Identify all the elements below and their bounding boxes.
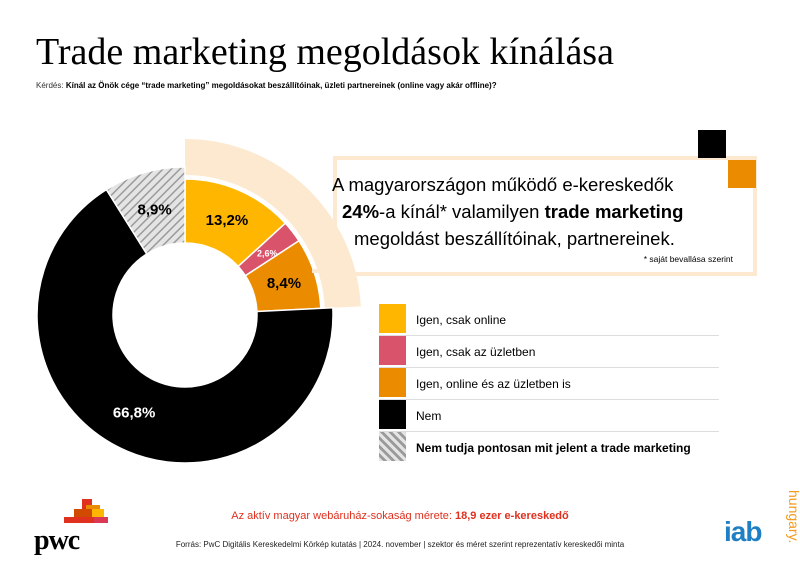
- iab-logo: iab hungary.: [720, 490, 800, 556]
- legend-label: Igen, csak online: [416, 313, 507, 327]
- population-note-text: Az aktív magyar webáruház-sokaság mérete…: [231, 510, 455, 522]
- legend-swatch: [379, 304, 406, 333]
- legend-item: Nem tudja pontosan mit jelent a trade ma…: [379, 432, 719, 463]
- slice-data-label: 8,4%: [267, 275, 301, 292]
- legend-label: Nem: [416, 409, 442, 423]
- legend-item: Igen, csak az üzletben: [379, 336, 719, 368]
- population-note-value: 18,9 ezer e-kereskedő: [455, 510, 569, 522]
- callout-line-1: A magyarországon működő e-kereskedők: [332, 174, 674, 195]
- legend-swatch: [379, 400, 406, 429]
- callout-trade-marketing: trade marketing: [544, 201, 684, 222]
- source-line: Forrás: PwC Digitális Kereskedelmi Körké…: [175, 540, 625, 549]
- highlight-band: [185, 139, 361, 309]
- iab-wordmark: iab: [724, 516, 762, 547]
- callout-line-3: megoldást beszállítóinak, partnereinek.: [354, 228, 675, 249]
- callout-box: A magyarországon működő e-kereskedők 24%…: [330, 160, 735, 270]
- corner-square-black: [698, 130, 726, 158]
- slice-data-label: 66,8%: [113, 405, 156, 422]
- legend-label: Igen, online és az üzletben is: [416, 377, 571, 391]
- callout-line-2-mid: -a kínál* valamilyen: [379, 201, 545, 222]
- donut-slice: [36, 188, 334, 464]
- legend-label: Igen, csak az üzletben: [416, 345, 536, 359]
- callout-percent: 24%: [342, 201, 380, 222]
- legend-item: Igen, csak online: [379, 304, 719, 336]
- slice-data-label: 2,6%: [257, 248, 278, 258]
- callout-footnote: * saját bevallása szerint: [643, 254, 733, 264]
- survey-question: Kérdés: Kínál az Önök cége “trade market…: [36, 81, 497, 90]
- legend-label: Nem tudja pontosan mit jelent a trade ma…: [416, 441, 691, 455]
- pwc-logo: pwc: [34, 495, 114, 556]
- chart-legend: Igen, csak online Igen, csak az üzletben…: [379, 304, 719, 463]
- question-text: Kínál az Önök cége “trade marketing” meg…: [65, 81, 497, 90]
- legend-swatch: [379, 336, 406, 365]
- legend-item: Nem: [379, 400, 719, 432]
- legend-swatch: [379, 432, 406, 461]
- population-note: Az aktív magyar webáruház-sokaság mérete…: [0, 510, 800, 522]
- slice-data-label: 13,2%: [206, 212, 249, 229]
- legend-item: Igen, online és az üzletben is: [379, 368, 719, 400]
- pwc-logo-mark: [64, 499, 108, 523]
- donut-slice: [105, 166, 186, 256]
- corner-square-orange: [728, 160, 756, 188]
- legend-swatch: [379, 368, 406, 397]
- question-label: Kérdés:: [36, 81, 64, 90]
- callout-frame: [333, 156, 757, 276]
- iab-hungary-text: hungary.: [786, 490, 800, 544]
- callout-line-2: 24%-a kínál* valamilyen trade marketing: [342, 201, 683, 223]
- pwc-wordmark: pwc: [34, 525, 80, 556]
- slice-data-label: 8,9%: [138, 201, 172, 218]
- page-title: Trade marketing megoldások kínálása: [36, 31, 614, 73]
